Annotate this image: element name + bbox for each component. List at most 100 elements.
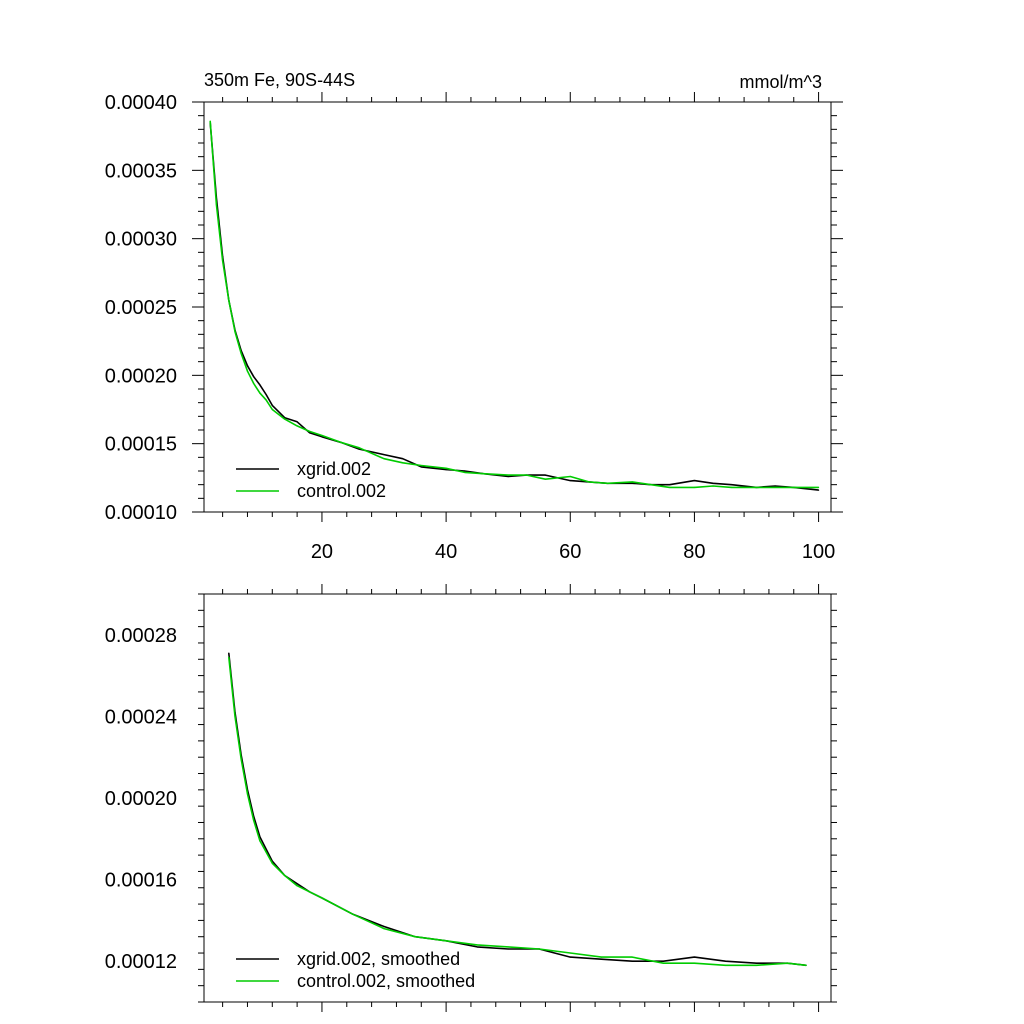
y-tick-label: 0.00020 xyxy=(105,365,177,387)
data-point xyxy=(544,474,547,476)
x-tick-label: 100 xyxy=(802,541,835,563)
y-tick-label: 0.00028 xyxy=(105,625,177,647)
data-point xyxy=(246,370,249,372)
data-point xyxy=(246,793,249,795)
data-point xyxy=(693,962,696,964)
x-tick-label: 20 xyxy=(311,541,333,563)
data-point xyxy=(215,203,218,206)
data-point xyxy=(284,418,286,420)
data-point xyxy=(755,486,758,488)
data-point xyxy=(296,425,298,427)
data-point xyxy=(420,466,422,468)
data-point xyxy=(464,471,466,473)
data-point xyxy=(358,447,360,449)
y-tick-label: 0.00015 xyxy=(105,434,177,456)
data-point xyxy=(420,464,422,467)
data-point xyxy=(321,897,323,899)
data-point xyxy=(321,436,323,438)
data-point xyxy=(606,482,609,484)
data-point xyxy=(271,408,273,411)
y-tick-label: 0.00020 xyxy=(105,788,177,810)
legend-label: xgrid.002 xyxy=(297,459,371,479)
data-point xyxy=(321,434,323,437)
data-point xyxy=(712,482,714,484)
data-point xyxy=(650,484,652,486)
data-point xyxy=(265,393,267,396)
data-point xyxy=(445,940,447,942)
data-point xyxy=(383,458,385,460)
data-point xyxy=(817,489,820,491)
chart-panel-2: 0.00012 0.00016 0.00020 0.00024 0.00028 xgrid… xyxy=(105,584,837,1012)
data-point xyxy=(259,392,261,394)
data-point xyxy=(240,758,242,760)
data-point xyxy=(662,962,664,964)
series-2 xyxy=(228,656,807,967)
data-point xyxy=(445,467,447,469)
y-tick-label: 0.00012 xyxy=(105,951,177,973)
series-line xyxy=(228,657,807,967)
data-point xyxy=(308,891,311,893)
data-point xyxy=(284,874,286,877)
legend-label: control.002 xyxy=(297,481,386,501)
series-2 xyxy=(209,120,820,489)
units-label: mmol/m^3 xyxy=(740,72,822,92)
data-point xyxy=(731,484,733,486)
data-point xyxy=(228,652,230,654)
data-point xyxy=(402,458,404,460)
data-point xyxy=(253,819,255,822)
data-point xyxy=(507,946,509,948)
data-point xyxy=(253,376,255,378)
data-point xyxy=(383,454,385,456)
data-point xyxy=(464,470,466,472)
data-point xyxy=(631,960,633,962)
series-1 xyxy=(228,652,807,967)
legend-label: control.002, smoothed xyxy=(297,971,475,991)
data-point xyxy=(724,960,727,962)
data-point xyxy=(228,299,230,301)
legend-label: xgrid.002, smoothed xyxy=(297,949,460,969)
data-point xyxy=(234,331,236,333)
data-point xyxy=(600,956,602,958)
data-point xyxy=(352,913,354,915)
data-point xyxy=(693,479,696,482)
data-point xyxy=(600,958,602,960)
data-point xyxy=(786,962,789,964)
data-point xyxy=(402,462,404,464)
x-tick-label: 60 xyxy=(559,541,581,563)
chart-title: 350m Fe, 90S-44S xyxy=(204,70,355,90)
data-point xyxy=(662,960,664,962)
series-line xyxy=(209,122,819,491)
data-point xyxy=(234,715,236,718)
data-point xyxy=(668,486,671,488)
y-tick-label: 0.00030 xyxy=(105,229,177,251)
data-point xyxy=(414,936,416,938)
data-point xyxy=(693,956,696,958)
plot-frame xyxy=(203,593,832,1003)
y-tick-label: 0.00035 xyxy=(105,160,177,182)
y-tick-label: 0.00025 xyxy=(105,297,177,319)
data-point xyxy=(569,475,571,478)
data-point xyxy=(755,964,758,966)
data-point xyxy=(228,656,230,658)
data-point xyxy=(631,481,633,483)
data-point xyxy=(544,478,547,480)
data-point xyxy=(271,862,273,864)
data-point xyxy=(445,469,447,471)
y-tick-label: 0.00040 xyxy=(105,92,177,114)
data-point xyxy=(259,840,261,842)
data-point xyxy=(526,474,528,476)
data-point xyxy=(507,475,509,478)
y-tick-label: 0.00024 xyxy=(105,706,177,728)
data-point xyxy=(482,473,484,475)
data-point xyxy=(209,120,211,122)
x-tick-label: 40 xyxy=(435,541,457,563)
data-point xyxy=(222,259,224,262)
data-point xyxy=(731,486,733,488)
chart-panel-1: 20 40 60 80 100 0.00010 0.00015 0.00020 0.00025 0… xyxy=(105,70,843,563)
data-point xyxy=(712,485,714,487)
data-point xyxy=(569,479,571,482)
data-point xyxy=(793,486,795,488)
